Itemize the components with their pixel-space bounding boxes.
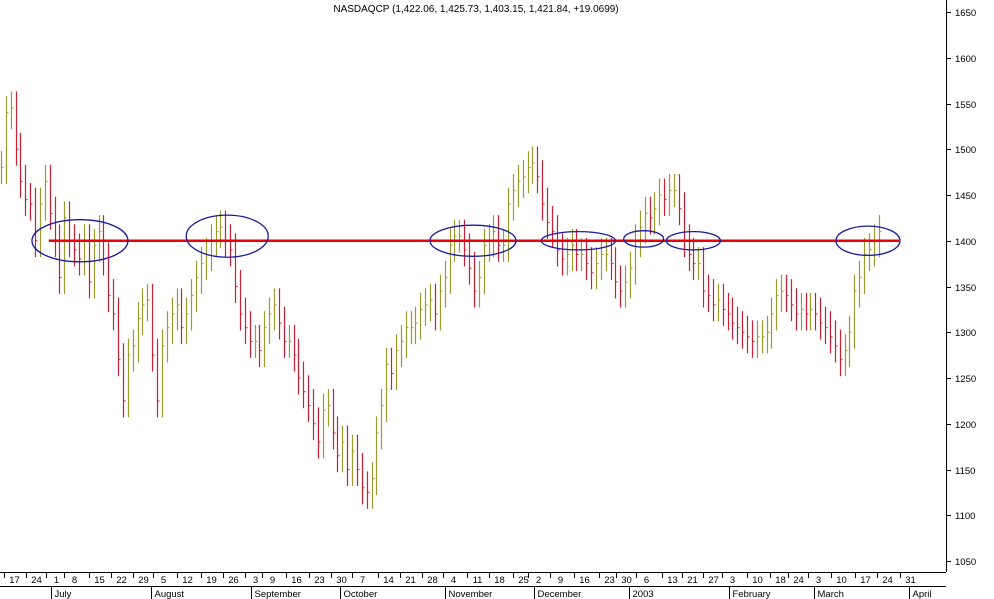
y-tick-label: 1550 [955,100,976,111]
x-tick-label: 24 [793,575,804,586]
x-tick-label: 9 [270,575,275,586]
x-tick-label: 24 [882,575,893,586]
y-tick-label: 1050 [955,557,976,568]
y-tick-label: 1600 [955,54,976,65]
y-tick-label: 1400 [955,237,976,248]
month-label: July [55,589,72,599]
month-label: February [733,589,771,599]
x-tick-label: 30 [621,575,632,586]
x-tick-label: 9 [558,575,563,586]
x-tick-label: 10 [836,575,847,586]
month-label: August [155,589,185,599]
x-tick-label: 19 [206,575,217,586]
x-tick-label: 18 [775,575,786,586]
x-tick-label: 12 [182,575,193,586]
x-tick-label: 29 [138,575,149,586]
x-tick-label: 22 [116,575,127,586]
month-label: November [449,589,493,599]
x-tick-label: 23 [604,575,615,586]
x-tick-label: 31 [905,575,916,586]
x-tick-label: 27 [708,575,719,586]
y-tick-label: 1300 [955,328,976,339]
month-label: 2003 [633,589,654,599]
x-tick-label: 23 [314,575,325,586]
x-tick-label: 17 [860,575,871,586]
highlight-ellipse [623,230,665,248]
x-tick-label: 3 [730,575,735,586]
y-tick-label: 1250 [955,374,976,385]
x-tick-label: 13 [667,575,678,586]
x-tick-label: 28 [427,575,438,586]
x-tick-label: 30 [336,575,347,586]
month-label: March [818,589,844,599]
x-tick-label: 21 [405,575,416,586]
y-tick-label: 1100 [955,511,975,522]
x-tick-label: 17 [9,575,20,586]
x-tick-label: 3 [253,575,258,586]
month-label: April [913,589,932,599]
highlight-ellipse [31,219,129,263]
x-axis: 17 24 1 8 15 22 29 5 12 19 26 3 9 16 23 30 7 14 21 28 4 11 18 2… [0,572,946,599]
chart-title: NASDAQCP (1,422.06, 1,425.73, 1,403.15, … [333,4,618,15]
x-tick-label: 21 [687,575,698,586]
x-tick-label: 10 [752,575,763,586]
ellipse-annotations [31,214,901,263]
y-tick-label: 1350 [955,283,976,294]
x-tick-label: 3 [816,575,821,586]
month-label: September [255,589,301,599]
x-tick-label: 7 [360,575,365,586]
x-tick-label: 5 [161,575,166,586]
highlight-ellipse [665,230,722,251]
highlight-ellipse [429,224,517,257]
y-tick-label: 1650 [955,8,976,19]
x-tick-label: 2 [536,575,541,586]
x-tick-label: 26 [228,575,239,586]
x-tick-label: 18 [494,575,505,586]
x-tick-label: 16 [291,575,302,586]
ohlc-bars [0,91,882,509]
month-label: October [344,589,378,599]
x-tick-label: 11 [473,575,483,586]
x-tick-label: 6 [644,575,649,586]
highlight-ellipse [185,214,269,258]
x-tick-label: 15 [94,575,105,586]
y-tick-label: 1200 [955,420,976,431]
x-tick-label: 14 [383,575,394,586]
x-tick-label: 24 [31,575,42,586]
y-tick-label: 1450 [955,191,976,202]
y-tick-label: 1150 [955,466,975,477]
x-tick-label: 1 [54,575,59,586]
x-tick-label: 16 [579,575,590,586]
highlight-ellipse [835,225,901,257]
x-tick-label: 8 [72,575,77,586]
y-axis: 1050 1100 1150 1200 1250 1300 1350 1400 1450 1500… [946,0,976,572]
month-label: December [538,589,582,599]
x-tick-label: 4 [451,575,456,586]
highlight-ellipse [540,230,616,251]
y-tick-label: 1500 [955,145,976,156]
x-tick-label: 25 [518,575,529,586]
